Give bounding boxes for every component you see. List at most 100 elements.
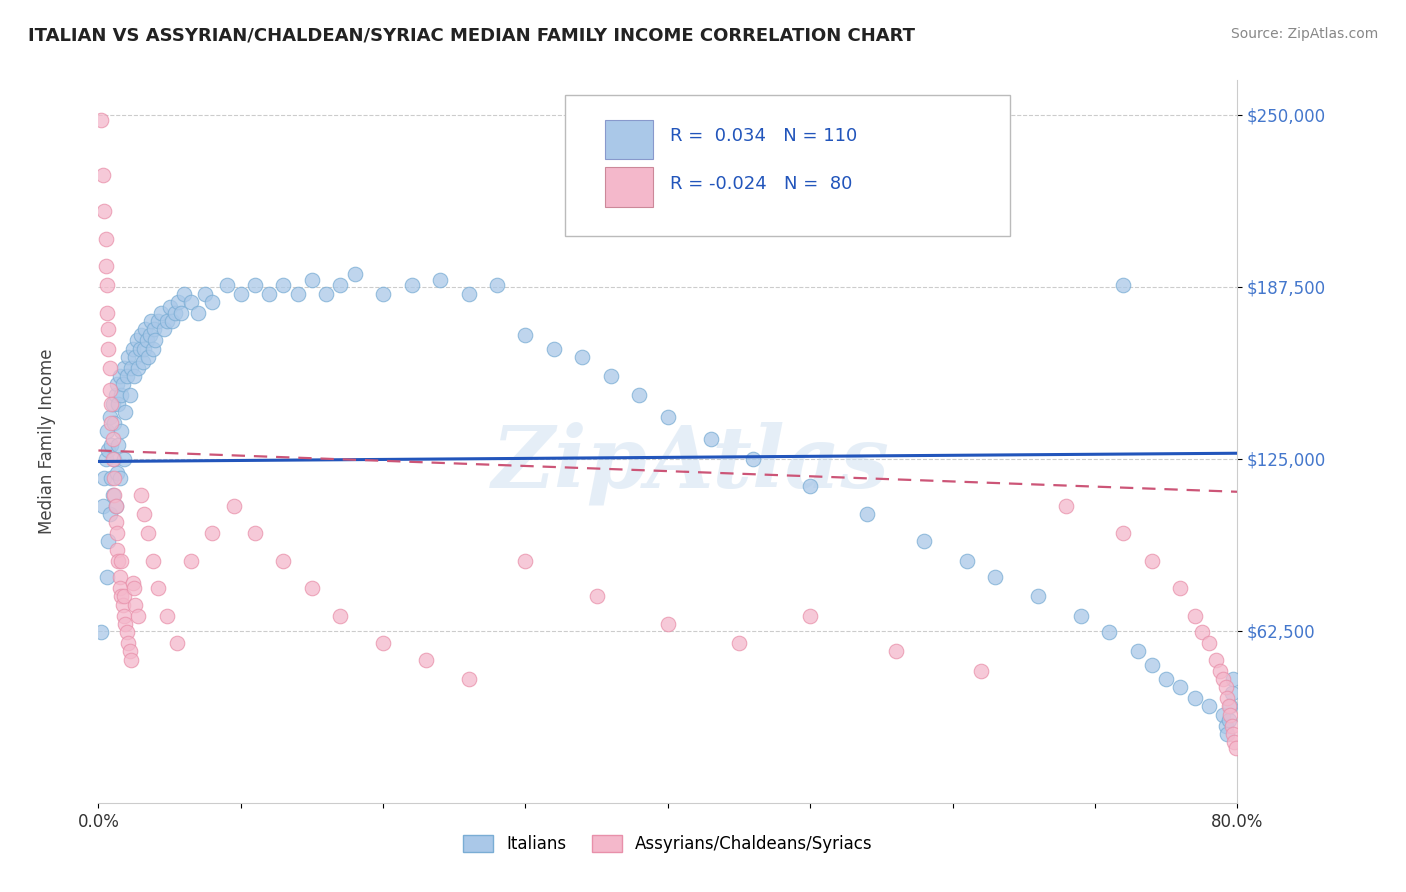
Point	[1219, 707, 1241, 722]
Point	[100, 438, 122, 452]
Point	[96, 424, 118, 438]
Point	[170, 306, 193, 320]
Point	[657, 410, 679, 425]
Point	[97, 342, 120, 356]
Point	[103, 487, 125, 501]
Point	[1056, 499, 1078, 513]
Point	[201, 294, 224, 309]
Point	[600, 369, 623, 384]
Point	[1218, 699, 1240, 714]
Point	[107, 397, 129, 411]
Point	[194, 286, 217, 301]
Point	[98, 410, 121, 425]
Point	[884, 644, 907, 658]
Point	[91, 168, 114, 182]
Text: Median Family Income: Median Family Income	[38, 349, 56, 534]
Point	[107, 438, 129, 452]
Point	[1098, 625, 1121, 640]
Point	[1222, 672, 1244, 686]
Point	[97, 322, 120, 336]
Point	[301, 273, 323, 287]
Point	[315, 286, 337, 301]
Point	[105, 542, 128, 557]
Point	[1112, 526, 1135, 541]
Point	[243, 526, 266, 541]
Point	[329, 278, 352, 293]
Point	[98, 507, 121, 521]
Point	[118, 388, 141, 402]
Point	[543, 342, 565, 356]
Point	[114, 616, 136, 631]
Point	[112, 608, 135, 623]
Point	[120, 360, 142, 375]
Point	[96, 306, 118, 320]
Point	[115, 369, 138, 384]
Text: Source: ZipAtlas.com: Source: ZipAtlas.com	[1230, 27, 1378, 41]
Point	[101, 487, 124, 501]
Point	[132, 507, 155, 521]
Point	[657, 616, 679, 631]
Point	[111, 377, 134, 392]
Point	[728, 636, 751, 650]
Point	[108, 581, 131, 595]
Point	[107, 553, 129, 567]
Point	[96, 278, 118, 293]
Point	[165, 306, 187, 320]
Point	[1184, 691, 1206, 706]
Point	[121, 575, 143, 590]
Text: ZipAtlas: ZipAtlas	[492, 421, 890, 505]
Point	[1154, 672, 1177, 686]
Point	[104, 515, 127, 529]
Point	[110, 424, 132, 438]
Point	[1198, 699, 1220, 714]
Point	[127, 608, 149, 623]
Point	[301, 581, 323, 595]
Point	[135, 334, 157, 348]
Point	[799, 479, 821, 493]
Point	[1170, 581, 1192, 595]
Point	[1225, 740, 1247, 755]
Point	[173, 286, 195, 301]
Point	[167, 294, 190, 309]
Point	[1170, 680, 1192, 694]
Point	[141, 342, 163, 356]
Point	[125, 334, 148, 348]
Point	[329, 608, 352, 623]
Point	[120, 653, 142, 667]
Point	[90, 625, 112, 640]
Point	[101, 433, 124, 447]
Point	[180, 553, 202, 567]
Point	[1112, 278, 1135, 293]
Point	[699, 433, 721, 447]
Point	[287, 286, 309, 301]
Text: R = -0.024   N =  80: R = -0.024 N = 80	[671, 175, 852, 193]
Point	[131, 355, 153, 369]
Point	[103, 416, 125, 430]
Point	[166, 636, 188, 650]
Point	[110, 590, 132, 604]
Point	[1216, 727, 1239, 741]
Point	[148, 314, 170, 328]
Point	[1140, 553, 1163, 567]
Point	[112, 451, 135, 466]
Point	[122, 581, 145, 595]
Point	[110, 553, 132, 567]
Point	[118, 644, 141, 658]
Point	[97, 534, 120, 549]
Point	[117, 350, 139, 364]
Point	[94, 231, 117, 245]
Point	[585, 590, 607, 604]
Point	[1218, 713, 1240, 727]
FancyBboxPatch shape	[565, 95, 1010, 235]
Point	[229, 286, 252, 301]
Point	[105, 466, 128, 480]
Point	[150, 306, 173, 320]
Point	[222, 499, 245, 513]
Point	[156, 314, 179, 328]
Point	[1126, 644, 1149, 658]
Point	[1222, 727, 1244, 741]
Point	[127, 360, 149, 375]
Text: ITALIAN VS ASSYRIAN/CHALDEAN/SYRIAC MEDIAN FAMILY INCOME CORRELATION CHART: ITALIAN VS ASSYRIAN/CHALDEAN/SYRIAC MEDI…	[28, 27, 915, 45]
Point	[515, 327, 537, 342]
Point	[415, 653, 437, 667]
